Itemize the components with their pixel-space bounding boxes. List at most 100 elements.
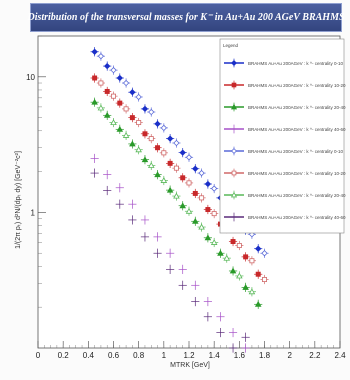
data-point <box>147 160 156 171</box>
marker-diamond <box>141 105 149 113</box>
legend-entry: BRAHMS Au+Au 200AGeV : k ^- centrality 2… <box>224 190 346 200</box>
legend: Legend BRAHMS Au+Au 200AGeV : k ^- centra… <box>219 38 346 234</box>
data-point <box>140 215 150 225</box>
data-point <box>166 185 175 195</box>
data-point <box>191 216 200 226</box>
marker-diamond <box>110 66 117 74</box>
data-point <box>178 148 187 158</box>
marker-triangle <box>248 288 256 295</box>
legend-title: Legend <box>223 43 239 48</box>
data-point <box>103 86 112 97</box>
marker-square <box>161 150 167 156</box>
data-point <box>172 138 181 148</box>
marker-square <box>123 106 129 112</box>
marker-diamond <box>148 108 155 116</box>
data-point <box>197 193 206 203</box>
marker-triangle <box>230 103 238 110</box>
data-point <box>140 104 150 114</box>
chart-title-bar: Distribution of the transversal masses f… <box>27 3 345 32</box>
marker-diamond <box>129 89 136 96</box>
marker-diamond <box>185 154 193 161</box>
data-point <box>109 117 118 128</box>
marker-triangle <box>91 98 98 105</box>
marker-square <box>117 100 123 106</box>
legend-entry: BRAHMS Au+Au 200AGeV : k ^- centrality 1… <box>224 80 346 90</box>
data-point <box>235 240 244 251</box>
data-point <box>247 287 257 297</box>
marker-square <box>205 207 211 213</box>
marker-triangle <box>122 131 130 138</box>
data-point <box>241 343 250 353</box>
data-point <box>90 73 99 83</box>
marker-triangle <box>185 207 193 214</box>
data-point <box>191 280 200 290</box>
y-tick-label: 10 <box>26 73 35 82</box>
marker-triangle <box>236 272 243 279</box>
marker-triangle <box>179 202 186 209</box>
data-point <box>128 199 137 209</box>
y-tick-label: 1 <box>31 208 36 217</box>
data-point <box>128 139 137 149</box>
data-point <box>109 91 118 101</box>
marker-square <box>192 190 198 196</box>
data-point <box>134 117 143 128</box>
data-point <box>210 183 219 194</box>
marker-square <box>111 93 116 99</box>
marker-diamond <box>204 180 212 188</box>
marker-triangle <box>103 111 111 118</box>
data-point <box>203 179 212 189</box>
marker-square <box>173 165 179 171</box>
data-point <box>184 206 194 216</box>
marker-triangle <box>242 283 249 290</box>
marker-square <box>180 175 186 181</box>
data-point <box>241 282 250 292</box>
x-tick-label: 0.4 <box>83 351 95 360</box>
marker-diamond <box>173 139 180 147</box>
marker-diamond <box>116 74 123 82</box>
marker-diamond <box>166 135 174 142</box>
marker-square <box>255 271 261 277</box>
marker-square <box>136 120 142 126</box>
legend-label: BRAHMS Au+Au 200AGeV : k ^- centrality 0… <box>248 149 344 154</box>
data-point <box>103 61 112 71</box>
data-point <box>191 164 200 174</box>
marker-square <box>92 75 98 81</box>
data-point <box>184 152 194 162</box>
data-point <box>178 264 187 274</box>
marker-square <box>262 277 267 282</box>
marker-triangle <box>229 267 237 274</box>
marker-triangle <box>192 217 199 224</box>
data-point <box>90 47 99 57</box>
data-point <box>103 185 112 196</box>
marker-triangle <box>97 104 105 111</box>
marker-diamond <box>255 245 262 252</box>
x-tick-label: 1.2 <box>183 351 195 360</box>
marker-square <box>211 211 217 217</box>
data-point <box>109 65 118 75</box>
marker-diamond <box>160 124 167 132</box>
legend-entry: BRAHMS Au+Au 200AGeV : k ^- centrality 4… <box>224 212 346 222</box>
data-point <box>140 232 150 242</box>
data-point <box>172 163 181 173</box>
data-point <box>128 215 137 225</box>
marker-square <box>155 145 161 151</box>
x-tick-label: 1 <box>162 351 167 360</box>
data-point <box>103 170 112 180</box>
data-point <box>159 123 168 133</box>
data-point <box>203 233 212 243</box>
marker-diamond <box>231 60 237 66</box>
data-point <box>228 266 238 276</box>
y-axis-label: 1/(2π pₜ) d²N/(dpₜ dy) [GeV⁻²c²] <box>15 151 22 249</box>
data-point <box>203 204 212 215</box>
marker-triangle <box>147 162 155 168</box>
x-tick-label: 1.6 <box>234 351 246 360</box>
data-point <box>140 129 150 139</box>
data-point <box>203 312 212 322</box>
marker-triangle <box>173 192 180 199</box>
data-point <box>159 148 168 158</box>
legend-label: BRAHMS Au+Au 200AGeV : k ^- centrality 2… <box>248 193 346 198</box>
marker-triangle <box>204 234 212 241</box>
marker-diamond <box>261 250 268 257</box>
